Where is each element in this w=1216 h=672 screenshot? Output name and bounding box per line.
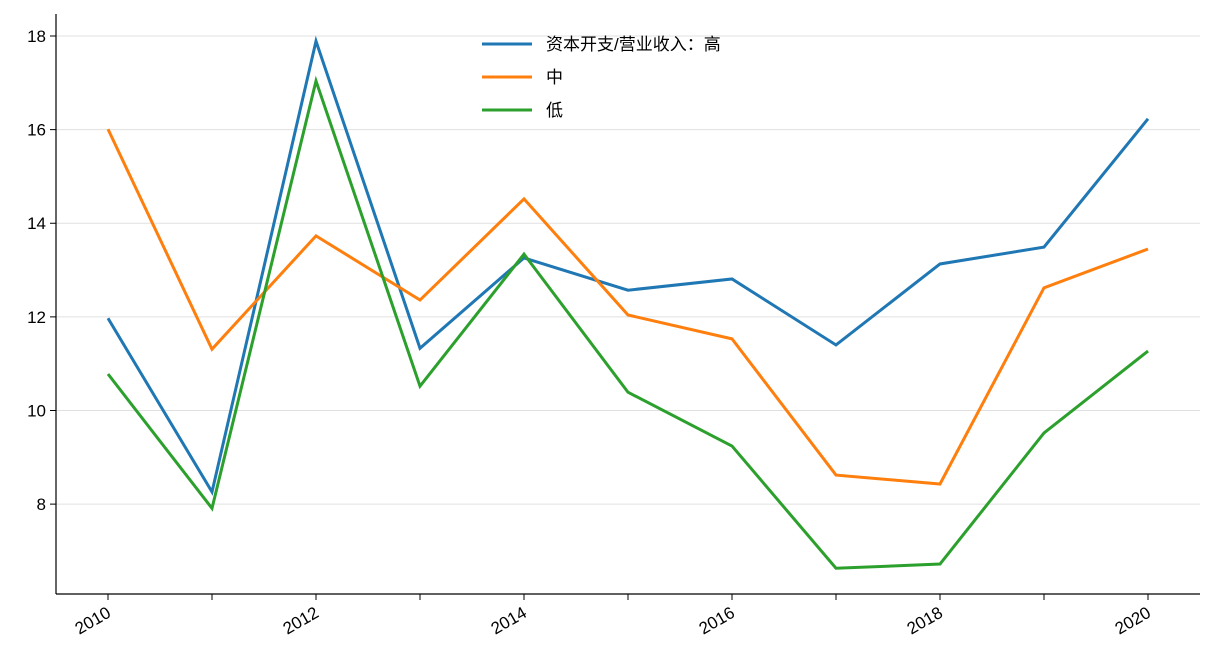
x-tick-label: 2014: [488, 603, 530, 638]
y-tick-label: 14: [27, 214, 46, 233]
x-tick-label: 2012: [280, 603, 322, 638]
y-tick-label: 18: [27, 27, 46, 46]
y-tick-label: 8: [37, 495, 46, 514]
line: [106, 35, 1150, 496]
x-tick-label: 2018: [904, 603, 946, 638]
y-tick-label: 12: [27, 308, 46, 327]
y-tick-label: 16: [27, 121, 46, 140]
line: [106, 75, 1149, 570]
x-tick-label: 2010: [72, 603, 114, 638]
x-tick-label: 2020: [1112, 603, 1154, 638]
legend-label: 低: [546, 101, 563, 120]
line: [106, 128, 1149, 486]
y-tick-label: 10: [27, 401, 46, 420]
legend-label: 中: [546, 68, 563, 87]
x-tick-label: 2016: [696, 603, 738, 638]
legend-label: 资本开支/营业收入：高: [546, 35, 721, 54]
